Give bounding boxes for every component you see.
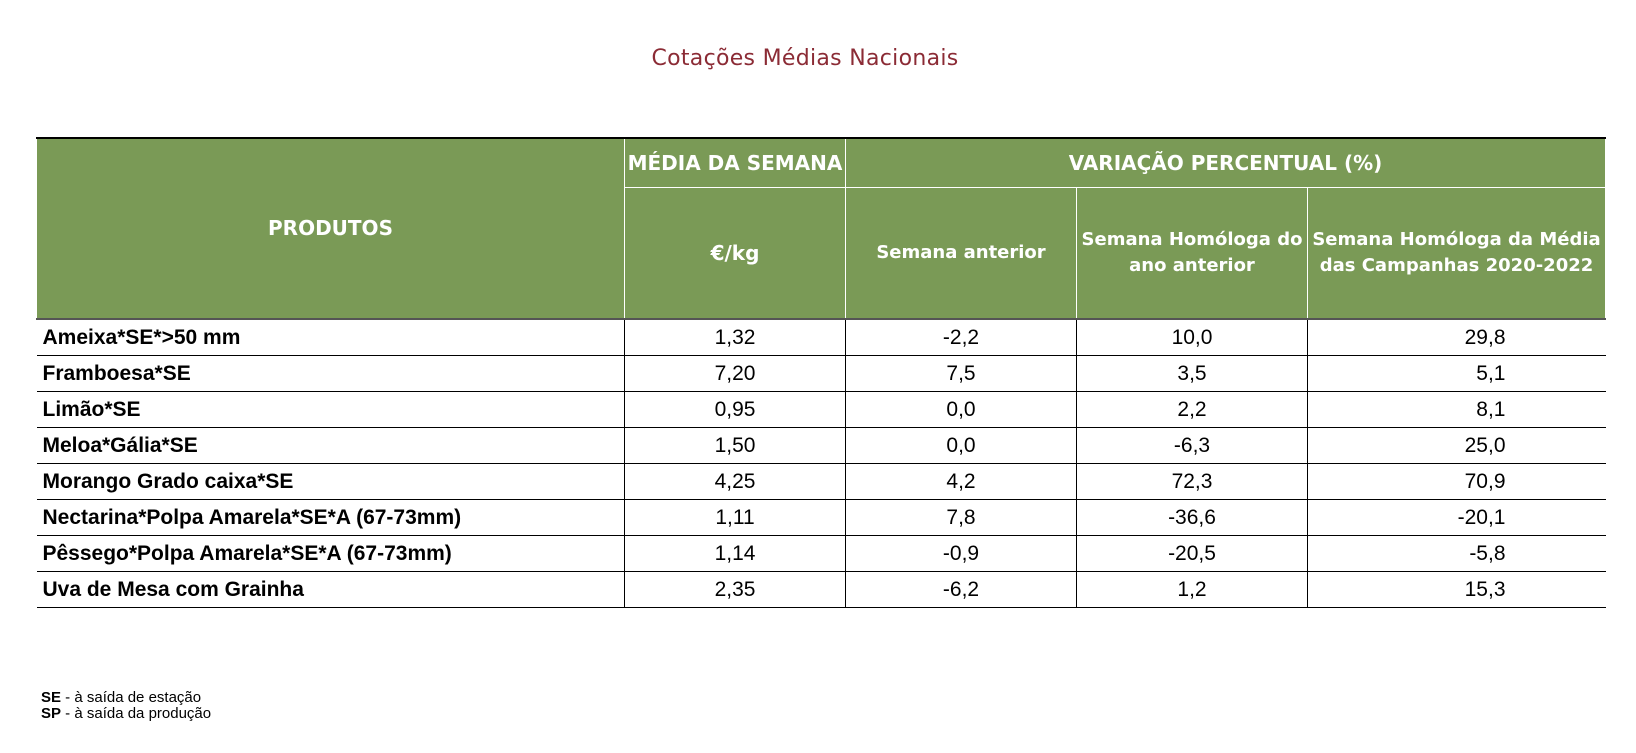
ano-anterior-cell: 10,0 bbox=[1076, 318, 1308, 356]
footnote-abbr: SP bbox=[41, 705, 62, 722]
semana-anterior-cell: 4,2 bbox=[845, 463, 1077, 500]
table-row: Nectarina*Polpa Amarela*SE*A (67-73mm) 1… bbox=[36, 499, 1606, 536]
table-row: Pêssego*Polpa Amarela*SE*A (67-73mm) 1,1… bbox=[36, 535, 1606, 572]
media-cell: 1,11 bbox=[624, 499, 846, 536]
header-semana-anterior: Semana anterior bbox=[845, 187, 1077, 320]
table-row: Limão*SE 0,95 0,0 2,2 8,1 bbox=[36, 391, 1606, 428]
campanhas-cell: 15,3 bbox=[1307, 571, 1606, 608]
ano-anterior-cell: 72,3 bbox=[1076, 463, 1308, 500]
table-row: Framboesa*SE 7,20 7,5 3,5 5,1 bbox=[36, 355, 1606, 392]
footnote-text: - à saída da produção bbox=[61, 705, 212, 722]
campanhas-cell: 29,8 bbox=[1307, 318, 1606, 356]
product-cell: Meloa*Gália*SE bbox=[36, 427, 625, 464]
campanhas-cell: 70,9 bbox=[1307, 463, 1606, 500]
semana-anterior-cell: 7,8 bbox=[845, 499, 1077, 536]
media-cell: 1,50 bbox=[624, 427, 846, 464]
footnote-abbr: SE bbox=[41, 689, 62, 706]
semana-anterior-cell: -6,2 bbox=[845, 571, 1077, 608]
table-row: Uva de Mesa com Grainha 2,35 -6,2 1,2 15… bbox=[36, 571, 1606, 608]
campanhas-cell: 5,1 bbox=[1307, 355, 1606, 392]
campanhas-cell: -5,8 bbox=[1307, 535, 1606, 572]
footnote-se: SE - à saída de estação bbox=[41, 690, 211, 706]
price-table: PRODUTOS MÉDIA DA SEMANA VARIAÇÃO PERCEN… bbox=[36, 137, 1606, 608]
semana-anterior-cell: -2,2 bbox=[845, 318, 1077, 356]
product-cell: Pêssego*Polpa Amarela*SE*A (67-73mm) bbox=[36, 535, 625, 572]
media-cell: 7,20 bbox=[624, 355, 846, 392]
product-cell: Morango Grado caixa*SE bbox=[36, 463, 625, 500]
product-cell: Limão*SE bbox=[36, 391, 625, 428]
product-cell: Nectarina*Polpa Amarela*SE*A (67-73mm) bbox=[36, 499, 625, 536]
table-row: Meloa*Gália*SE 1,50 0,0 -6,3 25,0 bbox=[36, 427, 1606, 464]
media-cell: 0,95 bbox=[624, 391, 846, 428]
product-cell: Framboesa*SE bbox=[36, 355, 625, 392]
campanhas-cell: 8,1 bbox=[1307, 391, 1606, 428]
semana-anterior-cell: -0,9 bbox=[845, 535, 1077, 572]
product-cell: Ameixa*SE*>50 mm bbox=[36, 318, 625, 356]
ano-anterior-cell: -36,6 bbox=[1076, 499, 1308, 536]
campanhas-cell: -20,1 bbox=[1307, 499, 1606, 536]
page-title: Cotações Médias Nacionais bbox=[651, 46, 959, 71]
ano-anterior-cell: 1,2 bbox=[1076, 571, 1308, 608]
media-cell: 1,14 bbox=[624, 535, 846, 572]
header-unit: €/kg bbox=[624, 187, 846, 320]
product-cell: Uva de Mesa com Grainha bbox=[36, 571, 625, 608]
semana-anterior-cell: 0,0 bbox=[845, 391, 1077, 428]
footnotes: SE - à saída de estação SP - à saída da … bbox=[41, 690, 211, 722]
table-row: Ameixa*SE*>50 mm 1,32 -2,2 10,0 29,8 bbox=[36, 318, 1606, 356]
media-cell: 1,32 bbox=[624, 318, 846, 356]
footnote-sp: SP - à saída da produção bbox=[41, 706, 211, 722]
semana-anterior-cell: 7,5 bbox=[845, 355, 1077, 392]
header-variacao-percentual: VARIAÇÃO PERCENTUAL (%) bbox=[845, 137, 1606, 188]
header-homologa-ano-anterior: Semana Homóloga do ano anterior bbox=[1076, 187, 1308, 320]
header-produtos: PRODUTOS bbox=[36, 137, 625, 320]
media-cell: 4,25 bbox=[624, 463, 846, 500]
ano-anterior-cell: -6,3 bbox=[1076, 427, 1308, 464]
ano-anterior-cell: -20,5 bbox=[1076, 535, 1308, 572]
header-homologa-campanhas: Semana Homóloga da Média das Campanhas 2… bbox=[1307, 187, 1606, 320]
header-media-semana: MÉDIA DA SEMANA bbox=[624, 137, 846, 188]
footnote-text: - à saída de estação bbox=[61, 689, 202, 706]
ano-anterior-cell: 3,5 bbox=[1076, 355, 1308, 392]
media-cell: 2,35 bbox=[624, 571, 846, 608]
table-row: Morango Grado caixa*SE 4,25 4,2 72,3 70,… bbox=[36, 463, 1606, 500]
semana-anterior-cell: 0,0 bbox=[845, 427, 1077, 464]
ano-anterior-cell: 2,2 bbox=[1076, 391, 1308, 428]
campanhas-cell: 25,0 bbox=[1307, 427, 1606, 464]
